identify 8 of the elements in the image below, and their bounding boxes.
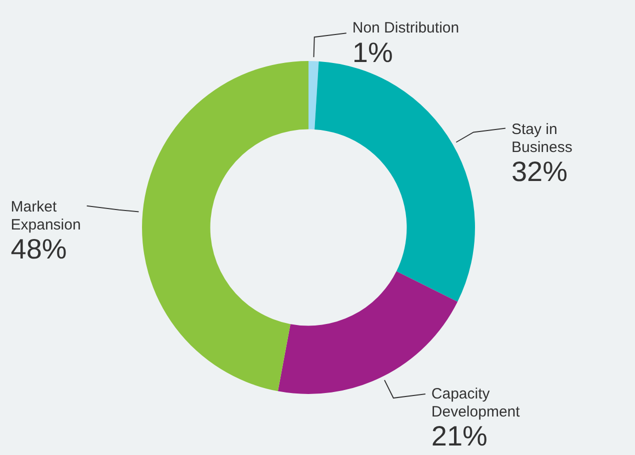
data-label: 1% bbox=[352, 36, 393, 68]
slice-label: Non Distribution bbox=[352, 20, 460, 37]
slice-label: Market Expansion bbox=[10, 198, 81, 234]
slice-label: Stay in Business bbox=[511, 120, 572, 156]
data-label: 48% bbox=[10, 234, 67, 265]
slice-label: Capacity Development bbox=[431, 386, 521, 421]
data-label: 21% bbox=[431, 420, 488, 452]
data-label: 32% bbox=[511, 156, 568, 187]
